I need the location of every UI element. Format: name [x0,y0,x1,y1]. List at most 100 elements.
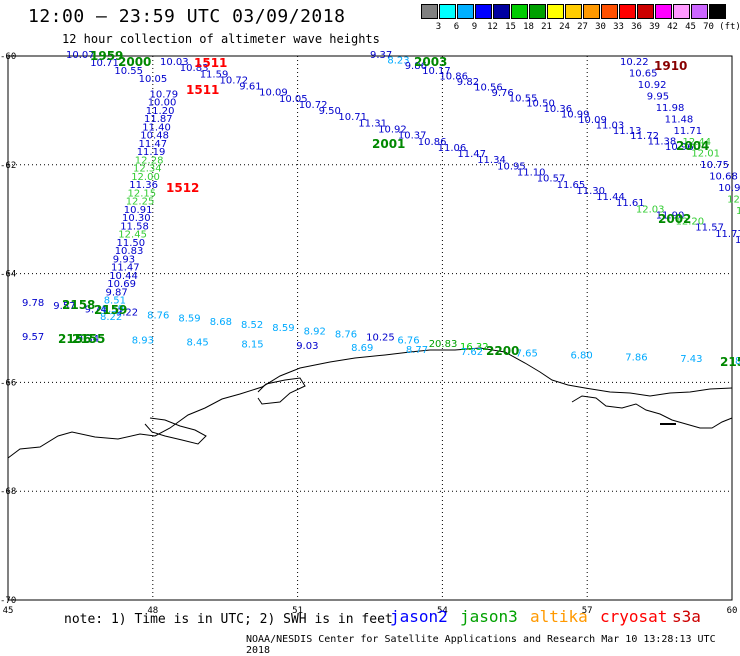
legend-s3a: s3a [672,607,701,626]
swh-value: 10.05 [279,94,308,105]
swh-value: 11.31 [358,118,387,129]
coast-inlet [144,417,207,445]
swh-value: 8.93 [132,336,154,347]
swh-value: 10.05 [139,74,168,85]
swh-value: 11.20 [146,106,175,117]
scale-swatch [565,4,582,19]
swh-value: 7.62 [461,347,483,358]
scale-swatch [439,4,456,19]
swh-value: 11.13 [613,126,642,137]
coastline [7,347,733,459]
swh-value: 8.76 [335,329,357,340]
lat-tick-label: -64 [0,270,16,280]
swh-value: 11.47 [457,149,486,160]
scale-swatch [601,4,618,19]
scale-label: 3 [435,22,442,32]
swh-value: 11.47 [111,263,140,274]
swh-value: 16.32 [460,342,489,353]
swh-value: 8.77 [406,345,428,356]
swh-value: 12.44 [683,137,712,148]
scale-label: 36 [631,22,642,32]
swh-value: 10.72 [220,75,249,86]
footnote: note: 1) Time is in UTC; 2) SWH is in fe… [64,612,393,627]
swh-value: 8.15 [735,356,740,367]
swh-value: 8.23 [387,55,409,66]
swh-value: 10.48 [140,131,169,142]
scale-label: 39 [649,22,660,32]
swh-value: 10.56 [474,83,503,94]
swh-value: 12. [736,206,740,217]
swh-value: 8.22 [100,312,122,323]
swh-value: 10.95 [718,183,740,194]
swh-value: 10.96 [665,142,694,153]
time-label: 2000 [118,55,151,69]
scale-swatch [529,4,546,19]
lat-tick-label: -60 [0,52,16,62]
scale-swatch [583,4,600,19]
scale-unit: (ft) [719,22,740,32]
lat-lon-grid [7,55,733,601]
swh-value: 8.92 [304,326,326,337]
swh-value: 11.50 [117,238,146,249]
lon-tick-label: 57 [582,606,593,616]
swh-value: 8.51 [104,296,126,307]
swh-value: 8.76 [147,311,169,322]
swh-value: 11.65 [557,180,586,191]
scale-label: 33 [613,22,624,32]
scale-swatch [421,4,438,19]
time-label: 2004 [676,139,709,153]
swh-value: 10.50 [526,99,555,110]
swh-value: 8.59 [178,314,200,325]
time-label: 1511 [186,83,219,97]
lon-tick-label: 45 [3,606,14,616]
scale-swatch [547,4,564,19]
lon-tick-label: 51 [292,606,303,616]
coast-east [571,395,733,429]
swh-value: 10.07 [66,50,95,61]
swh-value: 10.71 [338,112,367,123]
swh-value: 12.15 [128,188,157,199]
swh-value: 7.43 [680,354,702,365]
swh-value: 9.93 [113,254,135,265]
scale-swatch [457,4,474,19]
swh-value: 9.34 [77,334,99,345]
swh-value: 8.52 [241,320,263,331]
scale-label: 12 [487,22,498,32]
swh-value: 9.57 [22,332,44,343]
time-label: 2200 [486,344,519,358]
swh-value: 11.19 [137,147,166,158]
lat-tick-label: -68 [0,487,16,497]
legend-jason3: jason3 [460,607,518,626]
scale-swatch [475,4,492,19]
scale-swatch [673,4,690,19]
swh-value: 10.57 [537,174,566,185]
swh-value: 8.45 [187,338,209,349]
swh-value: 10.72 [299,100,328,111]
swh-value: 9.86 [405,61,427,72]
time-label: 2002 [658,212,691,226]
swh-value: 11.58 [120,221,149,232]
scale-label: 21 [541,22,552,32]
swh-value: 11.03 [596,120,625,131]
legend-jason2: jason2 [390,607,448,626]
swh-value: 10.71 [90,58,119,69]
time-label: 2156 [58,332,91,346]
swh-value: 10.92 [378,125,407,136]
swh-value: 10.91 [124,205,153,216]
scale-swatch [511,4,528,19]
swh-value: 11.44 [596,192,625,203]
swh-value: 10.83 [115,246,144,257]
map-subtitle: 12 hour collection of altimeter wave hei… [62,32,380,46]
legend-cryosat: cryosat [600,607,668,626]
scale-swatch [691,4,708,19]
swh-value: 6.76 [397,336,419,347]
swh-value: 7.65 [516,349,538,360]
swh-value: 10.68 [709,172,738,183]
swh-value: 12.28 [135,155,164,166]
scale-swatch [655,4,672,19]
swh-value: 9.76 [492,88,514,99]
swh-value: 11.90 [656,210,685,221]
lat-tick-label: -70 [0,596,16,606]
